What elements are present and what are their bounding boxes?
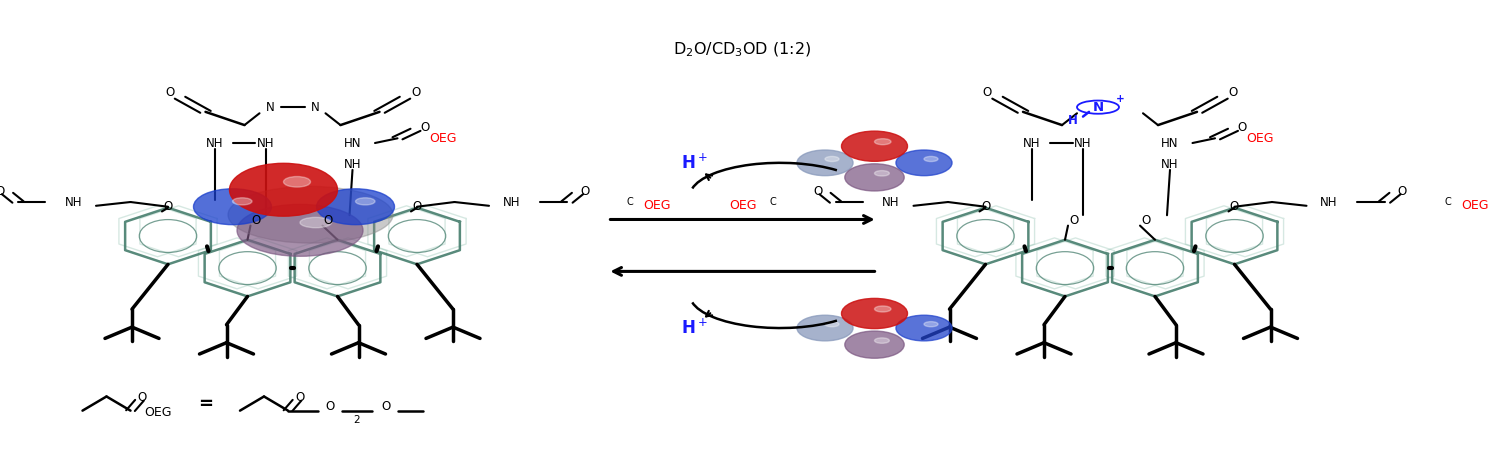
Text: O: O <box>165 86 174 100</box>
Text: NH: NH <box>1074 136 1092 150</box>
Text: O: O <box>411 86 420 100</box>
Text: O: O <box>324 214 333 228</box>
Ellipse shape <box>228 186 393 243</box>
Text: O: O <box>1228 86 1238 100</box>
Text: OEG: OEG <box>144 406 171 419</box>
Text: O: O <box>381 400 390 413</box>
Ellipse shape <box>844 331 904 358</box>
Ellipse shape <box>796 150 853 176</box>
Ellipse shape <box>300 217 332 228</box>
Ellipse shape <box>237 204 363 256</box>
Ellipse shape <box>825 321 839 327</box>
Text: NH: NH <box>882 195 900 209</box>
Text: O: O <box>1398 185 1407 198</box>
Text: D$_2$O/CD$_3$OD (1:2): D$_2$O/CD$_3$OD (1:2) <box>674 41 812 59</box>
Text: OEG: OEG <box>644 199 670 212</box>
Ellipse shape <box>896 315 952 341</box>
Text: O: O <box>1070 214 1078 228</box>
Text: OEG: OEG <box>1461 199 1488 212</box>
Text: +: + <box>1116 94 1125 104</box>
Text: O: O <box>1230 200 1239 213</box>
Ellipse shape <box>874 170 890 176</box>
Ellipse shape <box>896 150 952 176</box>
Text: NH: NH <box>1320 195 1338 209</box>
Ellipse shape <box>316 189 394 225</box>
Text: H$^+$: H$^+$ <box>681 153 708 172</box>
Ellipse shape <box>842 298 908 329</box>
Ellipse shape <box>232 198 252 205</box>
Ellipse shape <box>874 139 891 145</box>
Text: O: O <box>981 200 990 213</box>
Text: O: O <box>138 391 147 404</box>
Text: O: O <box>813 185 822 198</box>
Text: NH: NH <box>503 195 520 209</box>
Text: O: O <box>413 200 422 213</box>
Text: 2: 2 <box>354 415 360 425</box>
Text: O: O <box>580 185 590 198</box>
Text: N: N <box>1092 101 1104 114</box>
Ellipse shape <box>874 338 890 343</box>
Text: C: C <box>770 197 776 207</box>
Ellipse shape <box>230 163 338 216</box>
Text: O: O <box>296 391 304 404</box>
Text: OEG: OEG <box>729 199 756 212</box>
Text: NH: NH <box>1161 158 1179 171</box>
Ellipse shape <box>924 156 938 161</box>
Ellipse shape <box>284 177 310 187</box>
Text: C: C <box>627 197 633 207</box>
Text: H$^+$: H$^+$ <box>681 319 708 337</box>
Text: O: O <box>1142 214 1150 228</box>
Text: OEG: OEG <box>429 132 456 145</box>
Text: O: O <box>252 214 261 228</box>
Text: NH: NH <box>344 158 362 171</box>
Text: H: H <box>1068 114 1077 127</box>
Text: O: O <box>0 185 4 198</box>
Text: NH: NH <box>256 136 274 150</box>
Text: HN: HN <box>1161 136 1179 150</box>
Ellipse shape <box>844 164 904 191</box>
Ellipse shape <box>796 315 853 341</box>
Text: N: N <box>266 101 274 114</box>
Text: NH: NH <box>1023 136 1041 150</box>
Text: OEG: OEG <box>1246 132 1274 145</box>
Text: O: O <box>982 86 992 100</box>
Text: O: O <box>420 121 429 134</box>
Ellipse shape <box>924 321 938 327</box>
Text: C: C <box>1444 197 1450 207</box>
Ellipse shape <box>874 306 891 312</box>
Text: O: O <box>1238 121 1246 134</box>
Text: NH: NH <box>206 136 224 150</box>
Ellipse shape <box>194 189 272 225</box>
Text: =: = <box>198 395 213 413</box>
Ellipse shape <box>825 156 839 161</box>
Ellipse shape <box>842 131 908 161</box>
Text: O: O <box>164 200 172 213</box>
Text: O: O <box>326 400 334 413</box>
Ellipse shape <box>356 198 375 205</box>
Text: HN: HN <box>344 136 362 150</box>
Text: N: N <box>310 101 320 114</box>
Text: NH: NH <box>64 195 82 209</box>
